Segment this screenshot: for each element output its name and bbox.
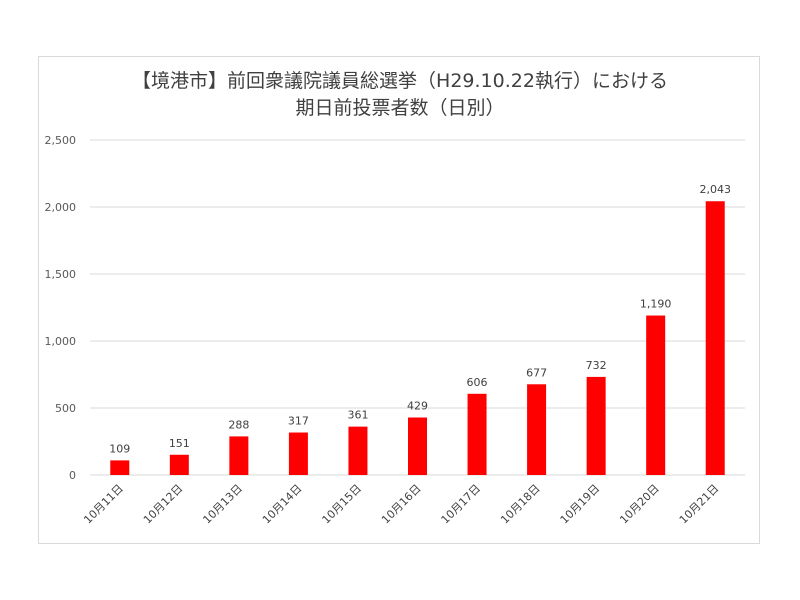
x-tick-label: 10月21日 (677, 482, 722, 527)
bars (110, 201, 725, 475)
chart-frame (38, 56, 760, 544)
x-tick-label: 10月12日 (141, 482, 186, 527)
data-label: 151 (169, 437, 190, 450)
bar (467, 393, 487, 475)
data-label: 2,043 (699, 183, 731, 196)
y-tick-label: 2,000 (45, 201, 77, 214)
bar (408, 417, 427, 475)
x-tick-label: 10月19日 (558, 482, 603, 527)
x-tick-label: 10月18日 (498, 482, 543, 527)
x-tick-label: 10月16日 (379, 482, 424, 527)
x-tick-label: 10月13日 (200, 482, 245, 527)
x-tick-label: 10月14日 (260, 482, 305, 527)
y-tick-label: 0 (69, 469, 76, 482)
y-tick-label: 1,000 (45, 335, 77, 348)
x-tick-label: 10月11日 (81, 482, 126, 527)
data-label: 677 (526, 366, 547, 379)
data-label: 317 (288, 415, 309, 428)
labels: 0 500 1,000 1,500 2,000 2,500 109 10月11日 151 10月1… (45, 134, 731, 526)
bar (110, 460, 130, 475)
data-label: 429 (407, 400, 428, 413)
y-tick-label: 2,500 (45, 134, 77, 147)
data-label: 732 (586, 359, 607, 372)
x-tick-label: 10月15日 (320, 482, 365, 527)
bar (586, 376, 606, 475)
x-tick-label: 10月17日 (439, 482, 484, 527)
bar (646, 315, 666, 475)
data-label: 109 (109, 442, 130, 455)
bar (348, 426, 368, 475)
y-tick-label: 500 (55, 402, 76, 415)
y-tick-label: 1,500 (45, 268, 77, 281)
chart-title-line1: 【境港市】前回衆議院議員総選挙（H29.10.22執行）における (132, 70, 668, 92)
x-tick-label: 10月20日 (617, 482, 662, 527)
bar (229, 436, 249, 475)
bar (705, 201, 725, 475)
data-label: 361 (347, 409, 368, 422)
grid-lines (90, 139, 745, 476)
chart-title: 【境港市】前回衆議院議員総選挙（H29.10.22執行）における 期日前投票者数… (0, 68, 800, 122)
bar (527, 384, 547, 475)
data-label: 606 (467, 376, 488, 389)
data-label: 1,190 (640, 298, 672, 311)
bar (169, 454, 189, 475)
data-label: 288 (228, 418, 249, 431)
bar (288, 432, 308, 475)
chart-title-line2: 期日前投票者数（日別） (295, 97, 505, 119)
